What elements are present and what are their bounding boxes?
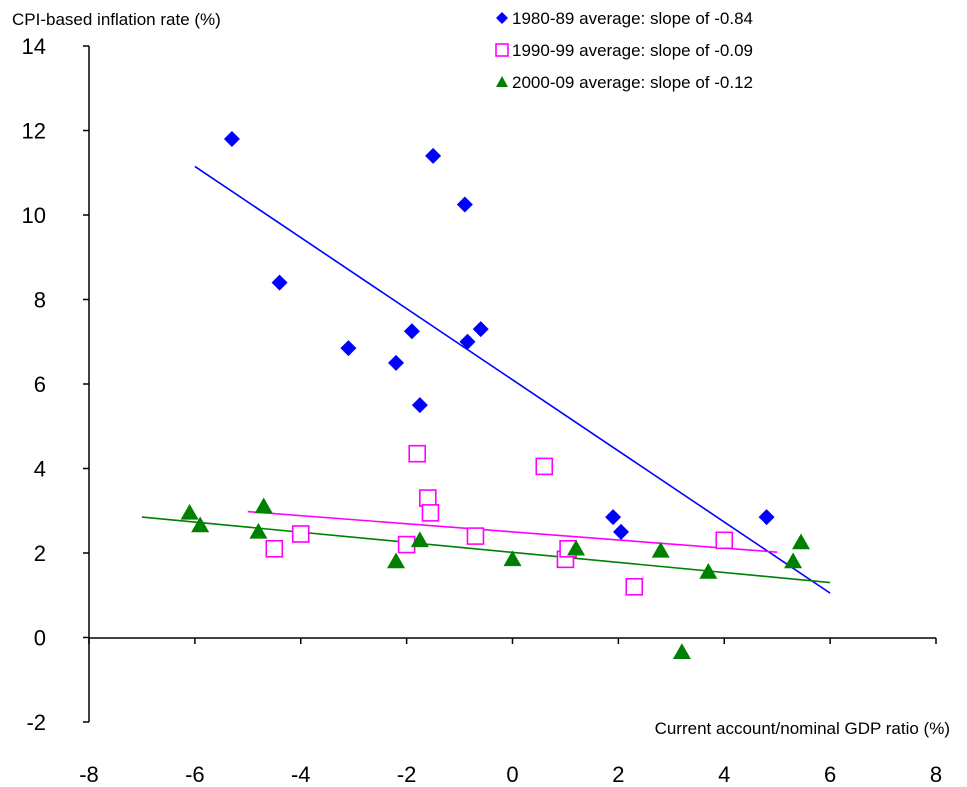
data-point — [459, 333, 476, 350]
legend-label: 2000-09 average: slope of -0.12 — [512, 73, 753, 92]
x-tick-label: 6 — [824, 762, 836, 787]
data-point — [388, 354, 405, 371]
y-tick-label: 14 — [22, 34, 46, 59]
data-point — [271, 274, 288, 291]
axes: -2 0 2 4 6 8 10 12 14 -8 -6 -4 -2 0 2 4 6 8 — [22, 34, 943, 787]
data-point — [291, 525, 310, 543]
legend-label: 1990-99 average: slope of -0.09 — [512, 41, 753, 60]
y-tick-label: 6 — [34, 372, 46, 397]
data-point — [715, 531, 734, 550]
data-point — [651, 541, 670, 558]
data-point — [421, 504, 440, 522]
y-tick-label: 2 — [34, 541, 46, 566]
data-point — [411, 397, 428, 414]
y-tick-label: 4 — [34, 457, 46, 482]
x-axis-title: Current account/nominal GDP ratio (%) — [655, 719, 950, 738]
data-point — [387, 552, 406, 569]
trendline — [247, 510, 778, 553]
y-axis-title: CPI-based inflation rate (%) — [12, 10, 221, 29]
legend-marker — [496, 12, 508, 24]
data-point — [792, 533, 811, 550]
data-point — [466, 527, 485, 545]
data-point — [605, 509, 622, 526]
data-point — [625, 577, 644, 596]
y-tick-label: 12 — [22, 119, 46, 144]
data-point — [503, 550, 522, 567]
legend-marker — [495, 43, 509, 57]
data-point — [397, 535, 416, 554]
legend-marker — [496, 76, 508, 87]
data-point — [613, 523, 630, 540]
data-point — [418, 489, 437, 507]
data-point — [567, 539, 586, 556]
x-tick-label: 2 — [612, 762, 624, 787]
trendlines — [141, 165, 831, 594]
data-point — [265, 539, 284, 558]
trendline — [141, 516, 831, 584]
data-point — [410, 531, 429, 548]
data-point — [249, 522, 268, 539]
legend-label: 1980-89 average: slope of -0.84 — [512, 9, 753, 28]
y-tick-label: 10 — [22, 203, 46, 228]
data-point — [758, 509, 775, 526]
data-point — [699, 563, 718, 579]
data-point — [340, 340, 357, 357]
data-points — [180, 130, 811, 660]
data-point — [784, 552, 803, 569]
x-tick-label: -4 — [291, 762, 311, 787]
data-point — [456, 196, 473, 213]
x-tick-label: -6 — [185, 762, 205, 787]
data-point — [535, 457, 554, 476]
x-tick-label: 0 — [506, 762, 518, 787]
data-point — [180, 503, 199, 520]
x-tick-label: -8 — [79, 762, 99, 787]
data-point — [254, 497, 273, 514]
data-point — [672, 643, 691, 660]
data-point — [472, 321, 489, 338]
trendline — [194, 165, 831, 594]
data-point — [223, 130, 240, 147]
data-point — [408, 444, 427, 463]
data-point — [191, 516, 210, 533]
legend: 1980-89 average: slope of -0.84 1990-99 a… — [495, 9, 753, 92]
data-point — [403, 323, 420, 340]
x-tick-label: -2 — [397, 762, 417, 787]
y-tick-label: 0 — [34, 626, 46, 651]
y-tick-label: 8 — [34, 288, 46, 313]
y-tick-label: -2 — [26, 710, 46, 735]
data-point — [425, 147, 442, 164]
x-tick-label: 4 — [718, 762, 730, 787]
x-tick-label: 8 — [930, 762, 942, 787]
